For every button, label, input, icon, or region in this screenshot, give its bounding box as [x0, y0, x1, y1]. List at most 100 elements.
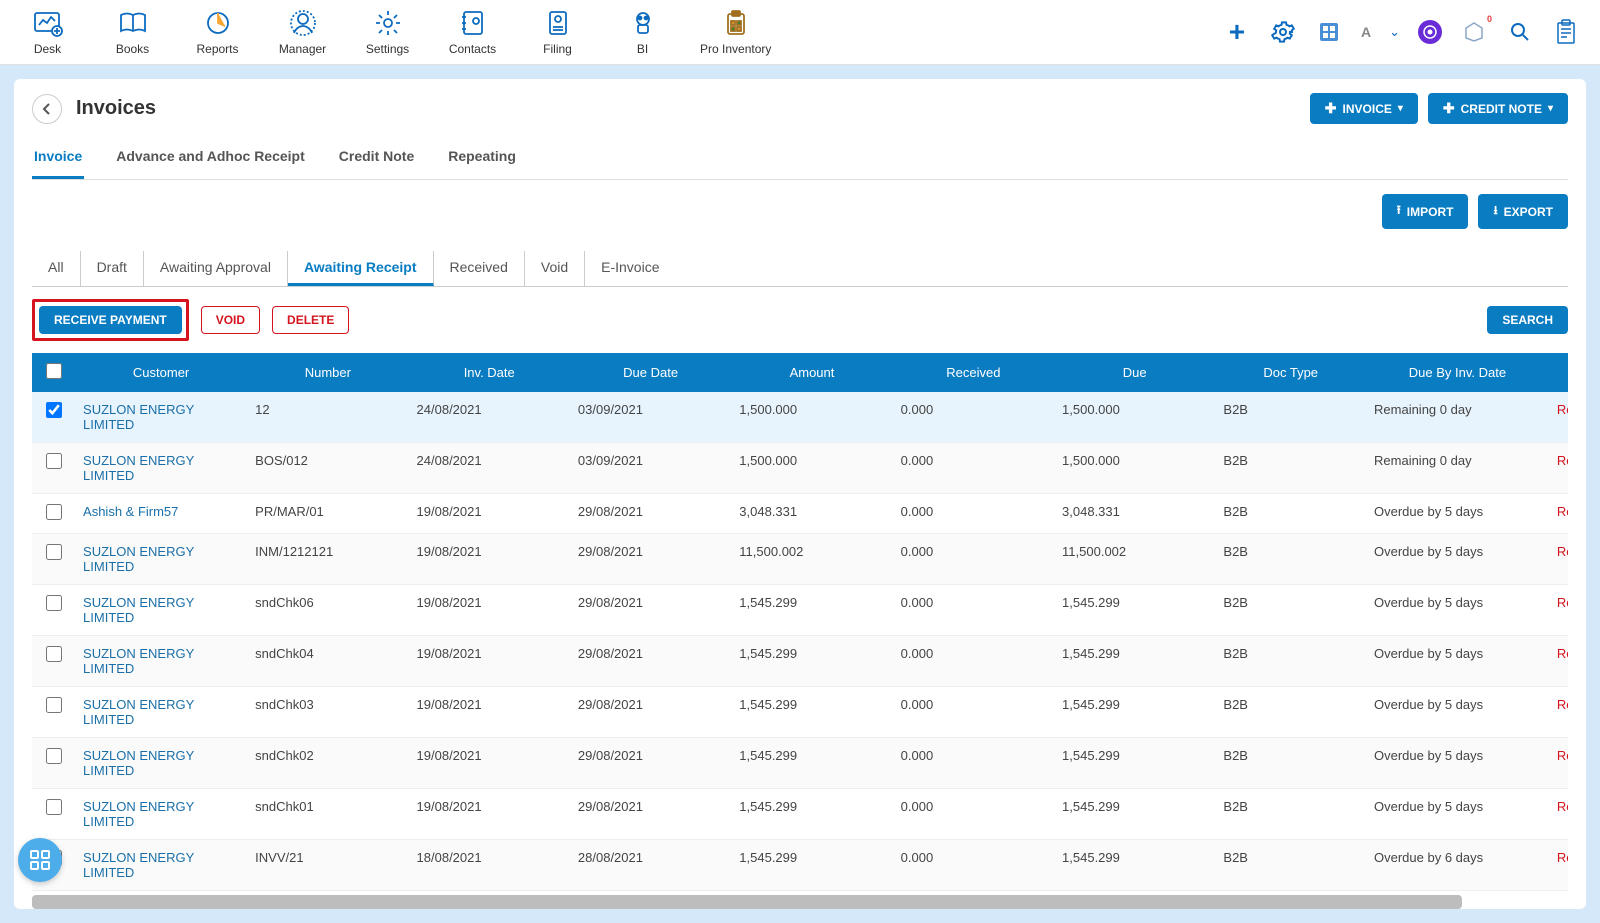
gear-icon[interactable] — [1269, 18, 1297, 46]
delete-button[interactable]: DELETE — [272, 306, 349, 334]
search-button[interactable]: SEARCH — [1487, 306, 1568, 334]
nav-contacts[interactable]: Contacts — [445, 8, 500, 56]
col-due[interactable]: Due — [1054, 353, 1215, 392]
cell-due-date: 03/09/2021 — [570, 443, 731, 494]
cell-extra: Re — [1549, 534, 1568, 585]
nav-reports[interactable]: Reports — [190, 8, 245, 56]
row-checkbox[interactable] — [46, 595, 62, 611]
tab-repeating[interactable]: Repeating — [446, 138, 518, 179]
cell-due-date: 03/09/2021 — [570, 392, 731, 443]
nav-desk[interactable]: Desk — [20, 8, 75, 56]
cell-extra: Re — [1549, 789, 1568, 840]
nav-bi[interactable]: BI — [615, 8, 670, 56]
status-tab-awaiting-receipt[interactable]: Awaiting Receipt — [288, 251, 434, 286]
table-row[interactable]: SUZLON ENERGY LIMITEDINVV/2118/08/202128… — [32, 840, 1568, 891]
nav-pro-inventory[interactable]: Pro Inventory — [700, 8, 771, 56]
table-row[interactable]: SUZLON ENERGY LIMITEDsndChk0119/08/20212… — [32, 789, 1568, 840]
table-row[interactable]: SUZLON ENERGY LIMITEDsndChk0419/08/20212… — [32, 636, 1568, 687]
customer-link[interactable]: SUZLON ENERGY LIMITED — [83, 544, 194, 574]
customer-link[interactable]: SUZLON ENERGY LIMITED — [83, 595, 194, 625]
col-amount[interactable]: Amount — [731, 353, 892, 392]
clipboard-icon[interactable] — [1552, 18, 1580, 46]
table-row[interactable]: SUZLON ENERGY LIMITEDsndChk0219/08/20212… — [32, 738, 1568, 789]
cell-extra: Re — [1549, 687, 1568, 738]
nav-label: BI — [637, 42, 648, 56]
col-due-date[interactable]: Due Date — [570, 353, 731, 392]
status-tab-received[interactable]: Received — [434, 251, 525, 286]
table-row[interactable]: SUZLON ENERGY LIMITEDsndChk0619/08/20212… — [32, 585, 1568, 636]
table-row[interactable]: Ashish & Firm57PR/MAR/0119/08/202129/08/… — [32, 494, 1568, 534]
void-button[interactable]: VOID — [201, 306, 260, 334]
row-checkbox[interactable] — [46, 646, 62, 662]
nav-books[interactable]: Books — [105, 8, 160, 56]
customer-link[interactable]: Ashish & Firm57 — [83, 504, 178, 519]
app-launcher-fab[interactable] — [18, 838, 62, 882]
col-inv-date[interactable]: Inv. Date — [409, 353, 570, 392]
row-checkbox[interactable] — [46, 504, 62, 520]
status-tab-void[interactable]: Void — [525, 251, 585, 286]
status-tab-e-invoice[interactable]: E-Invoice — [585, 251, 675, 286]
tab-advance-and-adhoc-receipt[interactable]: Advance and Adhoc Receipt — [114, 138, 307, 179]
brand-badge-icon[interactable] — [1418, 20, 1442, 44]
cell-extra: Re — [1549, 585, 1568, 636]
col-doc-type[interactable]: Doc Type — [1215, 353, 1366, 392]
reports-icon — [203, 8, 233, 38]
table-row[interactable]: SUZLON ENERGY LIMITEDsndChk0319/08/20212… — [32, 687, 1568, 738]
row-checkbox[interactable] — [46, 748, 62, 764]
table-row[interactable]: SUZLON ENERGY LIMITEDBOS/01224/08/202103… — [32, 443, 1568, 494]
horizontal-scrollbar[interactable] — [32, 895, 1462, 909]
table-row[interactable]: SUZLON ENERGY LIMITEDINM/121212119/08/20… — [32, 534, 1568, 585]
customer-link[interactable]: SUZLON ENERGY LIMITED — [83, 799, 194, 829]
receive-payment-button[interactable]: RECEIVE PAYMENT — [39, 306, 182, 334]
customer-link[interactable]: SUZLON ENERGY LIMITED — [83, 850, 194, 880]
customer-link[interactable]: SUZLON ENERGY LIMITED — [83, 402, 194, 432]
cell-due: 1,545.299 — [1054, 789, 1215, 840]
cell-number: sndChk02 — [247, 738, 408, 789]
row-checkbox[interactable] — [46, 799, 62, 815]
status-tab-all[interactable]: All — [32, 251, 81, 286]
customer-link[interactable]: SUZLON ENERGY LIMITED — [83, 646, 194, 676]
nav-settings[interactable]: Settings — [360, 8, 415, 56]
cell-received: 0.000 — [893, 840, 1054, 891]
select-all-checkbox[interactable] — [46, 363, 62, 379]
table-row[interactable]: SUZLON ENERGY LIMITED1224/08/202103/09/2… — [32, 392, 1568, 443]
calculator-icon[interactable] — [1315, 18, 1343, 46]
cell-received: 0.000 — [893, 585, 1054, 636]
customer-link[interactable]: SUZLON ENERGY LIMITED — [83, 697, 194, 727]
customer-link[interactable]: SUZLON ENERGY LIMITED — [83, 453, 194, 483]
bi-icon — [628, 8, 658, 38]
user-avatar[interactable]: A — [1361, 24, 1371, 40]
nav-manager[interactable]: Manager — [275, 8, 330, 56]
cell-extra: Re — [1549, 840, 1568, 891]
search-icon[interactable] — [1506, 18, 1534, 46]
cell-amount: 1,545.299 — [731, 687, 892, 738]
row-checkbox[interactable] — [46, 697, 62, 713]
import-button[interactable]: ⭱IMPORT — [1382, 194, 1469, 229]
cell-inv-date: 19/08/2021 — [409, 494, 570, 534]
row-checkbox[interactable] — [46, 402, 62, 418]
notification-icon[interactable]: 0 — [1460, 18, 1488, 46]
add-icon[interactable]: + — [1223, 18, 1251, 46]
cell-inv-date: 24/08/2021 — [409, 443, 570, 494]
cell-extra: Re — [1549, 738, 1568, 789]
col-number[interactable]: Number — [247, 353, 408, 392]
customer-link[interactable]: SUZLON ENERGY LIMITED — [83, 748, 194, 778]
row-checkbox[interactable] — [46, 453, 62, 469]
row-checkbox[interactable] — [46, 544, 62, 560]
nav-filing[interactable]: Filing — [530, 8, 585, 56]
col-received[interactable]: Received — [893, 353, 1054, 392]
cell-doc-type: B2B — [1215, 789, 1366, 840]
col-due-by[interactable]: Due By Inv. Date — [1366, 353, 1549, 392]
new-credit-note-button[interactable]: ✚ CREDIT NOTE ▾ — [1428, 93, 1568, 124]
cell-due-by: Overdue by 5 days — [1366, 789, 1549, 840]
status-tab-draft[interactable]: Draft — [81, 251, 144, 286]
col-customer[interactable]: Customer — [75, 353, 247, 392]
export-button[interactable]: ⭳EXPORT — [1478, 194, 1568, 229]
tab-invoice[interactable]: Invoice — [32, 138, 84, 179]
tab-credit-note[interactable]: Credit Note — [337, 138, 416, 179]
chevron-down-icon[interactable]: ⌄ — [1389, 24, 1400, 40]
cell-extra: Re — [1549, 392, 1568, 443]
status-tab-awaiting-approval[interactable]: Awaiting Approval — [144, 251, 288, 286]
new-invoice-button[interactable]: ✚ INVOICE ▾ — [1310, 93, 1418, 124]
back-button[interactable] — [32, 94, 62, 124]
